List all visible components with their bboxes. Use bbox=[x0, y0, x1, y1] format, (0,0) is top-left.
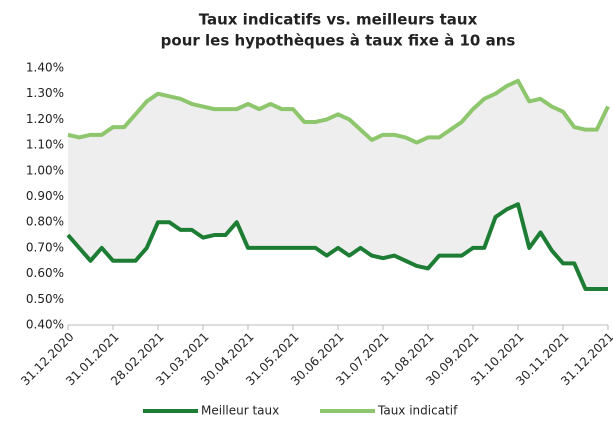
series-line bbox=[66, 202, 608, 292]
legend-label: Meilleur taux bbox=[201, 404, 279, 418]
y-tick-label: 0.60% bbox=[26, 266, 64, 280]
y-tick-label: 1.10% bbox=[26, 138, 64, 152]
y-tick-label: 0.70% bbox=[26, 240, 64, 254]
chart-title: pour les hypothèques à taux fixe à 10 an… bbox=[161, 32, 516, 50]
legend-label: Taux indicatif bbox=[377, 404, 458, 418]
y-tick-label: 0.40% bbox=[26, 318, 64, 332]
chart-title: Taux indicatifs vs. meilleurs taux bbox=[199, 11, 478, 29]
y-tick-label: 0.50% bbox=[26, 292, 64, 306]
range-band bbox=[68, 80, 608, 290]
y-tick-label: 1.30% bbox=[26, 86, 64, 100]
y-tick-label: 1.40% bbox=[26, 61, 64, 75]
series-line bbox=[67, 78, 610, 145]
y-tick-label: 0.90% bbox=[26, 189, 64, 203]
y-tick-label: 0.80% bbox=[26, 215, 64, 229]
y-tick-label: 1.20% bbox=[26, 112, 64, 126]
y-tick-label: 1.00% bbox=[26, 163, 64, 177]
